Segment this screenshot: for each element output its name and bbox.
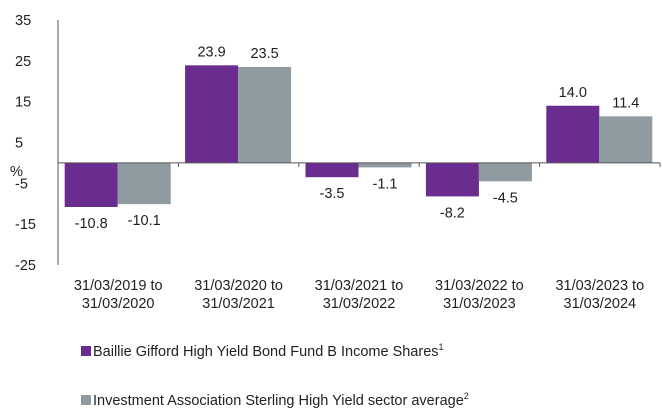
y-tick-label: 25 [15, 54, 31, 70]
y-tick-label: 35 [15, 13, 31, 29]
bar-fund [546, 105, 600, 163]
data-label: -3.5 [320, 186, 345, 202]
y-tick-label: 5 [15, 136, 23, 152]
data-label: -4.5 [493, 190, 518, 206]
data-label: 11.4 [612, 95, 639, 111]
y-tick-label: 15 [15, 95, 31, 111]
x-category-label: 31/03/2022 [323, 296, 396, 312]
bar-sector [358, 162, 412, 168]
bar-fund [185, 65, 239, 163]
y-axis-unit-label: % [10, 164, 23, 180]
y-tick-label: -5 [15, 176, 28, 192]
bar-sector [238, 66, 292, 163]
legend-label-sector: Investment Association Sterling High Yie… [93, 391, 469, 409]
data-label: -10.1 [128, 213, 161, 229]
bar-sector [478, 162, 532, 182]
bar-sector [599, 116, 653, 163]
x-category-label: 31/03/2023 to [555, 278, 644, 294]
x-category-label: 31/03/2021 [202, 296, 275, 312]
x-category-label: 31/03/2024 [564, 296, 637, 312]
x-category-label: 31/03/2020 to [194, 278, 283, 294]
x-category-label: 31/03/2023 [443, 296, 516, 312]
y-tick-label: -25 [15, 258, 36, 274]
bar-sector [117, 162, 171, 205]
data-label: -10.8 [75, 216, 108, 232]
legend-item-fund: Baillie Gifford High Yield Bond Fund B I… [81, 342, 444, 360]
y-tick-label: -15 [15, 217, 36, 233]
legend-item-sector: Investment Association Sterling High Yie… [81, 391, 469, 409]
x-category-label: 31/03/2020 [82, 296, 155, 312]
data-label: 23.9 [197, 44, 225, 60]
data-label: -8.2 [440, 205, 465, 221]
data-label: 23.5 [250, 46, 278, 62]
x-category-label: 31/03/2021 to [315, 278, 404, 294]
bar-fund [425, 162, 479, 197]
legend-label-fund: Baillie Gifford High Yield Bond Fund B I… [93, 342, 444, 360]
x-category-label: 31/03/2019 to [74, 278, 163, 294]
data-label: 14.0 [559, 85, 587, 101]
legend-swatch-fund [81, 345, 91, 356]
bar-fund [305, 162, 359, 178]
x-category-label: 31/03/2022 to [435, 278, 524, 294]
data-label: -1.1 [373, 176, 398, 192]
legend-swatch-sector [81, 394, 91, 405]
bar-fund [64, 162, 118, 208]
